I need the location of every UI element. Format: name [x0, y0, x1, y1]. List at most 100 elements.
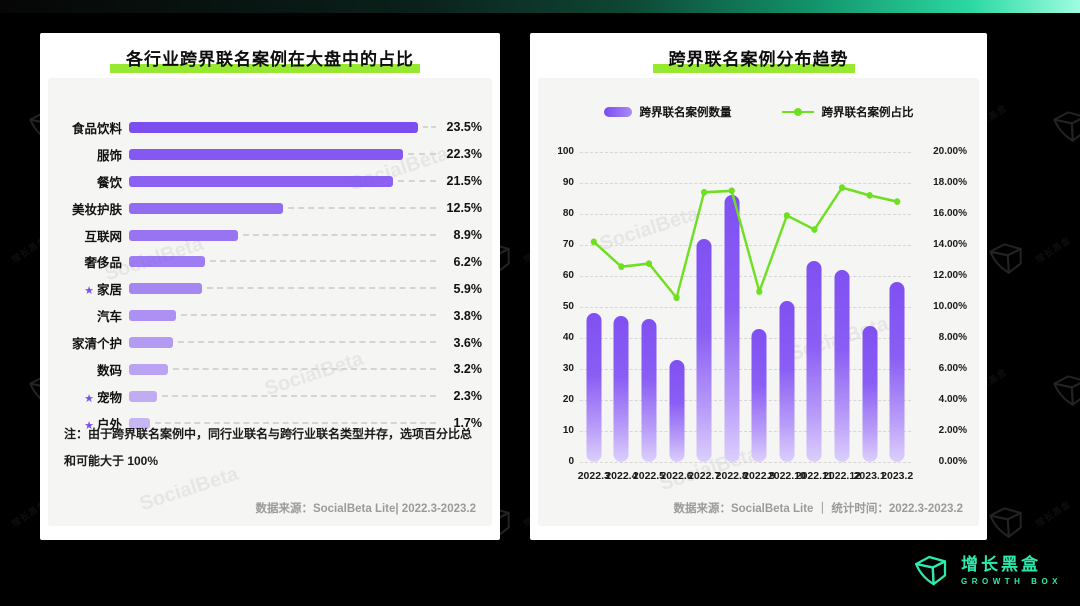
- bg-watermark-cube-icon: 增长黑盒: [984, 235, 1073, 279]
- star-icon: ★: [84, 419, 94, 432]
- left-axis-tick: 20: [562, 394, 574, 405]
- leader-line: [243, 233, 436, 236]
- bar: [129, 229, 239, 241]
- bar-row: 美妆护肤 12.5%: [58, 195, 482, 222]
- bg-watermark-cube-icon: 增长黑盒: [9, 234, 49, 265]
- bar-row: 服饰 22.3%: [58, 141, 482, 168]
- star-icon: ★: [84, 392, 94, 405]
- value-label: 5.9%: [453, 281, 483, 296]
- trend-bar: [751, 328, 767, 462]
- bar: [129, 148, 404, 160]
- trend-bar: [806, 260, 822, 462]
- trend-bar: [724, 195, 740, 462]
- leader-line: [173, 367, 436, 370]
- value-label: 3.6%: [453, 335, 483, 350]
- trend-bar: [586, 313, 602, 462]
- right-axis-tick: 2.00%: [938, 425, 967, 436]
- gridline: [580, 307, 911, 308]
- x-axis-labels: 2022.3 2022.4 2022.5 2022.6 2022.7 2022.8 2022…: [578, 470, 914, 486]
- logo-name-cn: 增长黑盒: [961, 554, 1041, 574]
- leader-line: [180, 314, 436, 317]
- right-card-title-wrap: 跨界联名案例分布趋势: [530, 45, 987, 73]
- gridline: [580, 214, 911, 215]
- category-label: ★ 家居: [84, 283, 122, 298]
- bar: [129, 121, 418, 133]
- left-axis-tick: 0: [568, 456, 574, 467]
- gridline: [580, 369, 911, 370]
- right-axis-tick: 16.00%: [933, 208, 967, 219]
- x-axis-label: 2022.9: [743, 470, 776, 482]
- left-axis-tick: 90: [562, 177, 574, 188]
- category-label: ★ 户外: [84, 417, 122, 432]
- legend-item-bars: 跨界联名案例数量: [603, 104, 732, 120]
- leader-line: [206, 287, 436, 290]
- gridline: [580, 183, 911, 184]
- horizontal-bar-chart: 食品饮料 23.5% 服饰 22.3% 餐饮 21.5% 美妆护肤 12.5% 互联网 8.9% 奢…: [58, 114, 482, 437]
- bar: [129, 310, 176, 322]
- top-gradient-bar: [0, 0, 1080, 13]
- right-axis-tick: 4.00%: [938, 394, 967, 405]
- x-axis-label: 2022.4: [605, 470, 638, 482]
- trend-bar: [779, 300, 795, 462]
- bar: [129, 337, 174, 349]
- star-icon: ★: [84, 285, 94, 298]
- bar-track: [129, 310, 438, 322]
- bg-watermark-cube-icon: 增长黑盒: [1048, 371, 1080, 411]
- line-series-swatch-icon: [781, 108, 814, 116]
- category-label: 奢侈品: [84, 256, 122, 271]
- gridline: [580, 338, 911, 339]
- bar: [129, 417, 150, 429]
- bar-row: 食品饮料 23.5%: [58, 114, 482, 141]
- bar: [129, 202, 283, 214]
- gridline: [580, 400, 911, 401]
- gridline: [580, 276, 911, 277]
- logo-name-en: GROWTH BOX: [961, 577, 1062, 587]
- bar-series-label: 跨界联名案例数量: [639, 107, 732, 119]
- category-label: 数码: [96, 363, 122, 378]
- bar-row: 餐饮 21.5%: [58, 168, 482, 195]
- category-label: 餐饮: [96, 175, 122, 190]
- bar-track: [129, 417, 438, 429]
- right-chart-panel: SocialBeta SocialBeta SocialBeta 跨界联名案例数…: [538, 78, 979, 526]
- growth-box-logo: 增长黑盒 GROWTH BOX: [910, 552, 1062, 590]
- logo-text: 增长黑盒 GROWTH BOX: [961, 554, 1062, 587]
- bar: [129, 175, 394, 187]
- bg-watermark-cube-icon: 增长黑盒: [984, 499, 1073, 543]
- value-label: 3.8%: [453, 308, 483, 323]
- x-axis-label: 2022.7: [688, 470, 721, 482]
- bar: [129, 363, 169, 375]
- left-axis-tick: 60: [562, 270, 574, 281]
- bar-track: [129, 175, 438, 187]
- x-axis-label: 2022.5: [632, 470, 666, 482]
- value-label: 23.5%: [446, 120, 482, 135]
- leader-line: [162, 394, 436, 397]
- chart-note: 注：由于跨界联名案例中，同行业联名与跨行业联名类型并存，选项百分比总和可能大于 …: [64, 427, 473, 468]
- right-axis-tick: 14.00%: [933, 239, 967, 250]
- gridline: [580, 152, 911, 153]
- chart-legend: 跨界联名案例数量 跨界联名案例占比: [538, 104, 979, 120]
- x-axis-label: 2023.2: [881, 470, 914, 482]
- category-label: 互联网: [84, 229, 122, 244]
- bar-track: [129, 283, 438, 295]
- gridline: [580, 462, 911, 463]
- left-chart-panel: SocialBeta SocialBeta SocialBeta SocialB…: [48, 78, 492, 526]
- bar-row: 家清个护 3.6%: [58, 329, 482, 356]
- trend-plot: 2022.3 2022.4 2022.5 2022.6 2022.7 2022.8 2022…: [550, 138, 967, 508]
- right-chart-title-text: 跨界联名案例分布趋势: [668, 50, 849, 69]
- plot-grid-area: [580, 152, 911, 463]
- leader-line: [178, 341, 436, 344]
- bar-track: [129, 256, 438, 268]
- gridline: [580, 431, 911, 432]
- bar-row: ★ 户外 1.7%: [58, 410, 482, 437]
- bar-row: 奢侈品 6.2%: [58, 248, 482, 275]
- category-label: 汽车: [96, 310, 122, 325]
- left-axis-tick: 80: [562, 208, 574, 219]
- value-label: 22.3%: [446, 147, 482, 162]
- bar-row: 汽车 3.8%: [58, 302, 482, 329]
- trend-bar: [889, 282, 905, 462]
- left-chart-title: 各行业跨界联名案例在大盘中的占比: [110, 45, 420, 73]
- left-axis-tick: 50: [562, 301, 574, 312]
- category-label: ★ 宠物: [84, 390, 122, 405]
- right-chart-source: 数据来源：SocialBeta Lite ｜ 统计时间：2022.3-2023.…: [673, 503, 963, 515]
- bar-track: [129, 229, 438, 241]
